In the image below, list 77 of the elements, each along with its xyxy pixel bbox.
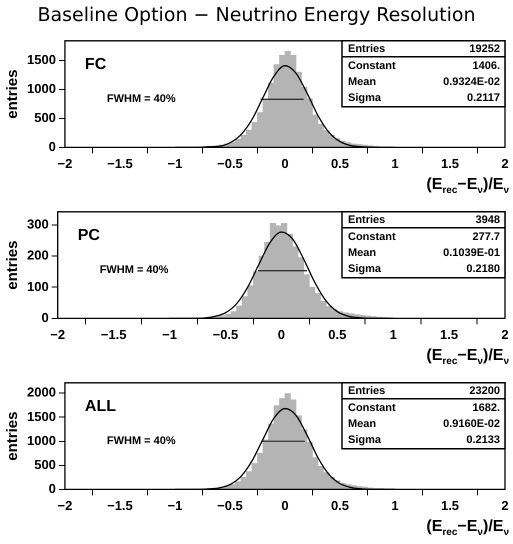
x-tick-label: −0.5 xyxy=(212,326,238,342)
x-tick-label: 1 xyxy=(391,498,399,513)
x-axis-title: (E$_{rec}$−E$_{ν}$)/E$_{ν}$ xyxy=(425,175,510,198)
x-tick-label: −1 xyxy=(168,156,182,171)
x-tick-label: 0 xyxy=(281,498,289,513)
annotation: FC xyxy=(84,56,107,74)
x-tick-label: 0 xyxy=(281,156,289,171)
y-tick-label: 1000 xyxy=(27,432,56,448)
x-tick-label: −0.5 xyxy=(217,156,243,171)
y-tick-label: 100 xyxy=(26,278,49,294)
x-tick-label: 1.5 xyxy=(440,326,458,342)
x-tick-label: −2 xyxy=(58,498,72,513)
x-tick-label: 0.5 xyxy=(330,156,350,171)
x-tick-label: −1.5 xyxy=(100,326,126,342)
y-tick-label: 1500 xyxy=(27,52,56,68)
x-tick-label: 0.5 xyxy=(330,498,350,513)
annotation: FWHM = 40% xyxy=(106,92,176,105)
annotation: Entries xyxy=(348,214,386,226)
x-tick-label: 2 xyxy=(501,326,509,342)
x-tick-label: 2 xyxy=(501,498,509,513)
x-tick-label: −2 xyxy=(50,326,66,342)
y-tick-label: 1500 xyxy=(27,408,56,424)
annotation: 0.2180 xyxy=(466,262,500,275)
y-tick-label: 300 xyxy=(26,216,49,232)
annotation: Entries xyxy=(348,384,386,397)
x-tick-label: 1.5 xyxy=(440,156,460,171)
y-tick-label: 200 xyxy=(26,248,49,263)
annotation: 277.7 xyxy=(472,230,500,243)
annotation: Constant xyxy=(348,60,396,72)
x-tick-label: 2 xyxy=(501,156,509,171)
x-tick-label: −1 xyxy=(162,326,177,342)
x-tick-label: −1.5 xyxy=(107,156,133,171)
y-tick-label: 0 xyxy=(48,138,56,154)
y-axis-title: entries xyxy=(4,240,22,290)
y-tick-label: 1000 xyxy=(27,81,56,96)
y-tick-label: 500 xyxy=(34,456,56,472)
annotation: 0.2133 xyxy=(466,434,500,446)
x-axis-title: (E$_{rec}$−E$_{ν}$)/E$_{ν}$ xyxy=(425,346,510,370)
x-tick-label: −1 xyxy=(168,498,182,513)
annotation: Sigma xyxy=(348,434,382,446)
annotation: 0.9324E-02 xyxy=(443,76,500,88)
annotation: PC xyxy=(78,227,100,244)
x-tick-label: 1 xyxy=(390,326,397,342)
annotation: Constant xyxy=(348,230,396,243)
y-tick-label: 0 xyxy=(48,480,56,496)
annotation: FWHM = 40% xyxy=(100,264,169,276)
annotation: 0.9160E-02 xyxy=(443,418,500,430)
x-tick-label: −2 xyxy=(58,156,72,171)
chart-title: Baseline Option − Neutrino Energy Resolution xyxy=(36,3,477,28)
annotation: 0.2117 xyxy=(466,92,500,104)
x-tick-label: 0.5 xyxy=(328,326,346,342)
annotation: 1406. xyxy=(472,60,500,72)
annotation: Mean xyxy=(348,76,376,88)
annotation: Sigma xyxy=(348,262,382,275)
x-tick-label: 1.5 xyxy=(440,498,460,513)
annotation: Sigma xyxy=(348,92,382,104)
annotation: 0.1039E-01 xyxy=(443,246,500,259)
x-axis-title: (E$_{rec}$−E$_{ν}$)/E$_{ν}$ xyxy=(425,517,510,540)
y-axis-title: entries xyxy=(4,412,22,461)
y-tick-label: 2000 xyxy=(27,384,56,400)
y-tick-label: 500 xyxy=(34,110,56,126)
y-tick-label: 0 xyxy=(41,310,49,325)
annotation: ALL xyxy=(84,398,116,416)
annotation: FWHM = 40% xyxy=(106,434,176,447)
x-tick-label: −0.5 xyxy=(217,498,243,513)
x-tick-label: −1.5 xyxy=(107,498,133,513)
annotation: Constant xyxy=(348,402,396,414)
annotation: 3948 xyxy=(476,214,500,226)
annotation: Entries xyxy=(348,42,386,55)
annotation: Mean xyxy=(348,246,376,259)
annotation: 19252 xyxy=(469,42,500,55)
x-tick-label: 0 xyxy=(278,326,285,342)
annotation: 1682. xyxy=(472,402,500,414)
y-axis-title: entries xyxy=(4,70,22,119)
annotation: 23200 xyxy=(469,384,500,397)
x-tick-label: 1 xyxy=(391,156,399,171)
annotation: Mean xyxy=(348,418,376,430)
